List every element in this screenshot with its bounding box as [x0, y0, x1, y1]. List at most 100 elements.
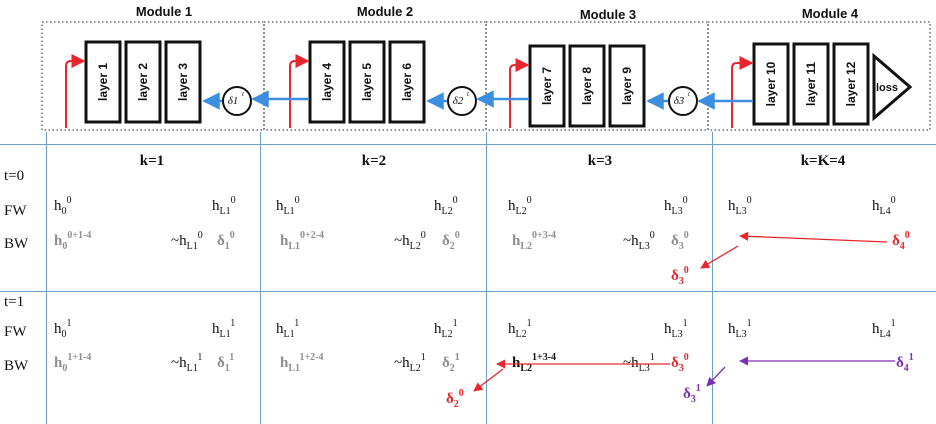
bw-delta-term: δ10 — [217, 230, 235, 252]
delta-circle — [222, 86, 252, 116]
term-superscript: 1+3-4 — [532, 352, 556, 363]
fw-input-term: hL21 — [508, 318, 532, 340]
term-superscript: 0 — [198, 230, 203, 241]
fw-input-term: hL30 — [728, 195, 752, 217]
term-base: h — [54, 233, 63, 249]
term-superscript: 1 — [891, 318, 896, 329]
term-base: ~h — [623, 355, 639, 371]
delta-sup: t — [467, 90, 470, 98]
term-superscript: 1 — [67, 318, 72, 329]
term-base: δ — [446, 391, 454, 407]
term-base: h — [872, 198, 880, 214]
column-header: k=1 — [140, 153, 164, 169]
term-superscript: 0 — [459, 388, 464, 399]
layer-box — [528, 44, 566, 128]
fw-output-term: hL21 — [434, 318, 458, 340]
row-label-fw: FW — [4, 324, 27, 340]
term-subscript: L3 — [672, 206, 683, 217]
bw-approx-term: ~hL31 — [623, 352, 655, 374]
term-superscript: 0 — [231, 195, 236, 206]
term-superscript: 0 — [455, 230, 460, 241]
layer-box — [84, 40, 122, 124]
term-base: δ — [671, 355, 679, 371]
term-base: h — [664, 321, 672, 337]
bw-approx-term: ~hL21 — [394, 352, 426, 374]
module-2-frame — [263, 21, 487, 131]
delta-symbol: δ2 — [453, 95, 464, 107]
term-superscript: 0 — [650, 230, 655, 241]
term-superscript: 0 — [683, 195, 688, 206]
term-superscript: 1+1-4 — [67, 352, 91, 363]
layer-box — [388, 40, 426, 124]
term-base: ~h — [171, 233, 187, 249]
bw-recompute-term: hL10+2-4 — [280, 230, 324, 252]
term-subscript: L1 — [284, 329, 295, 340]
bw-recompute-term: h00+1-4 — [54, 230, 91, 252]
term-base: h — [728, 198, 736, 214]
layer-label: layer 6 — [400, 63, 414, 101]
term-subscript: 3 — [691, 394, 696, 405]
term-subscript: 4 — [900, 241, 905, 252]
layer-label: layer 1 — [96, 63, 110, 101]
term-base: h — [54, 198, 62, 214]
term-subscript: L2 — [442, 206, 453, 217]
term-base: h — [434, 198, 442, 214]
transferred-delta: δ31 — [683, 383, 701, 405]
delta-symbol: δ3 — [674, 95, 685, 107]
fw-output-term: hL40 — [872, 195, 896, 217]
term-subscript: 4 — [904, 363, 909, 374]
term-subscript: L2 — [516, 329, 527, 340]
row-label-t0: t=0 — [4, 168, 24, 184]
delta-sup: t — [688, 90, 691, 98]
term-base: ~h — [171, 355, 187, 371]
layer-label: layer 11 — [804, 62, 818, 106]
column-header: k=3 — [588, 153, 612, 169]
term-superscript: 0 — [67, 195, 72, 206]
term-superscript: 1 — [421, 352, 426, 363]
delta-circle — [447, 86, 477, 116]
bw-delta-term: δ20 — [442, 230, 460, 252]
bw-approx-term: ~hL10 — [171, 230, 203, 252]
loss-label: loss — [876, 82, 898, 94]
term-base: δ — [442, 233, 450, 249]
transferred-delta: δ20 — [446, 388, 464, 410]
bw-approx-term: ~hL30 — [623, 230, 655, 252]
term-superscript: 1 — [650, 352, 655, 363]
term-superscript: 0 — [905, 230, 910, 241]
term-subscript: 1 — [225, 363, 230, 374]
fw-output-term: hL30 — [664, 195, 688, 217]
term-base: h — [512, 233, 521, 249]
term-subscript: 2 — [450, 363, 455, 374]
term-subscript: L3 — [672, 329, 683, 340]
delta-transfer-arrow — [473, 368, 504, 392]
term-subscript: L1 — [284, 206, 295, 217]
layer-box — [832, 42, 870, 126]
delta-transfer-arrow — [700, 245, 739, 269]
loss-delta-term: δ40 — [892, 230, 910, 252]
row-label-fw: FW — [4, 203, 27, 219]
term-base: h — [872, 321, 880, 337]
term-superscript: 1 — [909, 352, 914, 363]
term-subscript: L2 — [410, 363, 421, 374]
input-arrow — [289, 54, 310, 128]
row-label-bw: BW — [4, 236, 29, 252]
term-superscript: 1+2-4 — [299, 352, 323, 363]
term-superscript: 1 — [683, 318, 688, 329]
term-subscript: L3 — [639, 241, 650, 252]
term-base: h — [54, 321, 62, 337]
term-subscript: L2 — [520, 241, 532, 252]
loss-node — [872, 52, 913, 122]
bw-delta-term: δ21 — [442, 352, 460, 374]
input-arrow — [65, 54, 86, 128]
term-base: h — [212, 198, 220, 214]
layer-label: layer 12 — [844, 61, 858, 106]
term-subscript: L1 — [288, 363, 300, 374]
bw-delta-term: δ11 — [217, 352, 234, 374]
term-superscript: 0 — [230, 230, 235, 241]
term-subscript: L2 — [442, 329, 453, 340]
delta-transfer-arrow — [739, 231, 888, 243]
term-superscript: 1 — [453, 318, 458, 329]
term-subscript: 2 — [454, 399, 459, 410]
bw-approx-term: ~hL20 — [394, 230, 426, 252]
term-subscript: L4 — [880, 206, 891, 217]
